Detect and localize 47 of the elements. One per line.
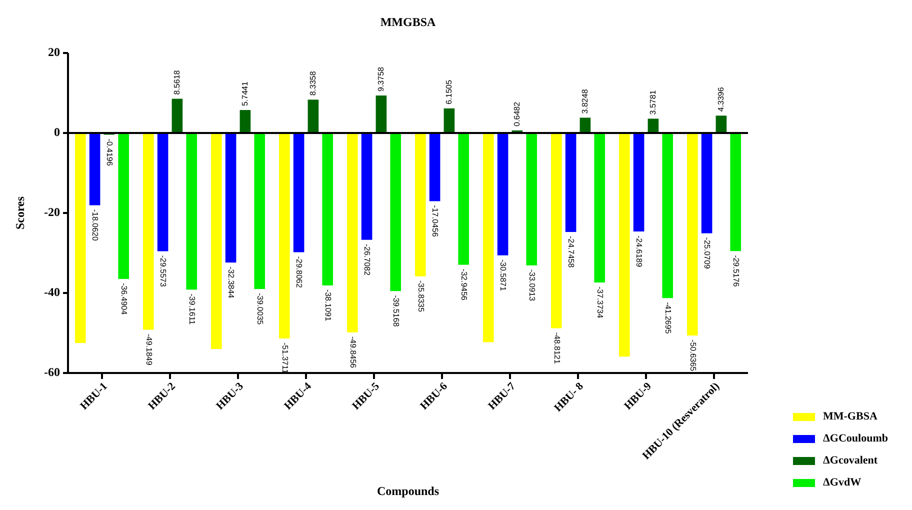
legend-label: ΔGCouloumb xyxy=(823,432,888,445)
y-tick-label: 20 xyxy=(48,44,60,59)
data-label: -49.1849 xyxy=(144,334,154,366)
data-label: -36.4904 xyxy=(119,282,128,316)
data-label: 8.5618 xyxy=(172,70,182,95)
data-label: -48.8121 xyxy=(552,332,562,364)
data-label: -29.8062 xyxy=(294,256,304,288)
data-label: -25.0709 xyxy=(702,237,712,270)
y-tick-label: 0 xyxy=(54,124,60,139)
data-label: 5.7441 xyxy=(240,81,250,106)
data-label: -18.0620 xyxy=(90,209,100,242)
x-axis-title: Compounds xyxy=(376,484,440,498)
data-label: 8.3358 xyxy=(308,70,318,96)
data-label: -38.1091 xyxy=(323,289,332,322)
data-label: -35.8335 xyxy=(416,280,426,312)
data-label: 3.8248 xyxy=(580,88,590,114)
data-label: -50.6365 xyxy=(688,340,698,372)
y-tick-label: -40 xyxy=(44,284,60,299)
y-tick-label: -60 xyxy=(44,364,60,379)
data-label: -0.4196 xyxy=(105,138,114,166)
data-label: -32.9456 xyxy=(459,268,468,301)
data-label: -39.1611 xyxy=(187,294,196,326)
data-label: -39.0035 xyxy=(255,293,264,326)
data-label: -24.7458 xyxy=(566,236,576,268)
y-tick-label: -20 xyxy=(44,204,60,219)
data-label: -49.8456 xyxy=(348,336,358,369)
data-label: -26.7082 xyxy=(362,244,372,276)
data-label: 0.6482 xyxy=(512,101,522,126)
data-label: 3.5781 xyxy=(648,90,658,115)
chart-title: MMGBSA xyxy=(380,15,436,29)
data-label: -33.0913 xyxy=(527,269,536,302)
y-axis-title: Scores xyxy=(13,196,27,230)
legend-label: ΔGvdW xyxy=(823,476,862,489)
data-label: -39.5168 xyxy=(391,295,400,328)
data-label: 6.1505 xyxy=(444,79,454,104)
legend-label: ΔGcovalent xyxy=(823,454,878,467)
data-label: -29.5176 xyxy=(731,255,740,288)
data-label: -37.3734 xyxy=(595,286,604,319)
data-label: 4.3396 xyxy=(716,86,726,112)
data-label: -30.5871 xyxy=(498,259,508,292)
data-label: 9.3758 xyxy=(376,66,386,92)
data-label: -41.2695 xyxy=(663,302,672,334)
data-label: -29.5573 xyxy=(158,255,168,288)
data-label: -17.0456 xyxy=(430,205,440,238)
data-label: -24.6189 xyxy=(634,235,644,268)
legend-label: MM-GBSA xyxy=(823,410,878,423)
data-label: -32.3844 xyxy=(226,266,236,299)
